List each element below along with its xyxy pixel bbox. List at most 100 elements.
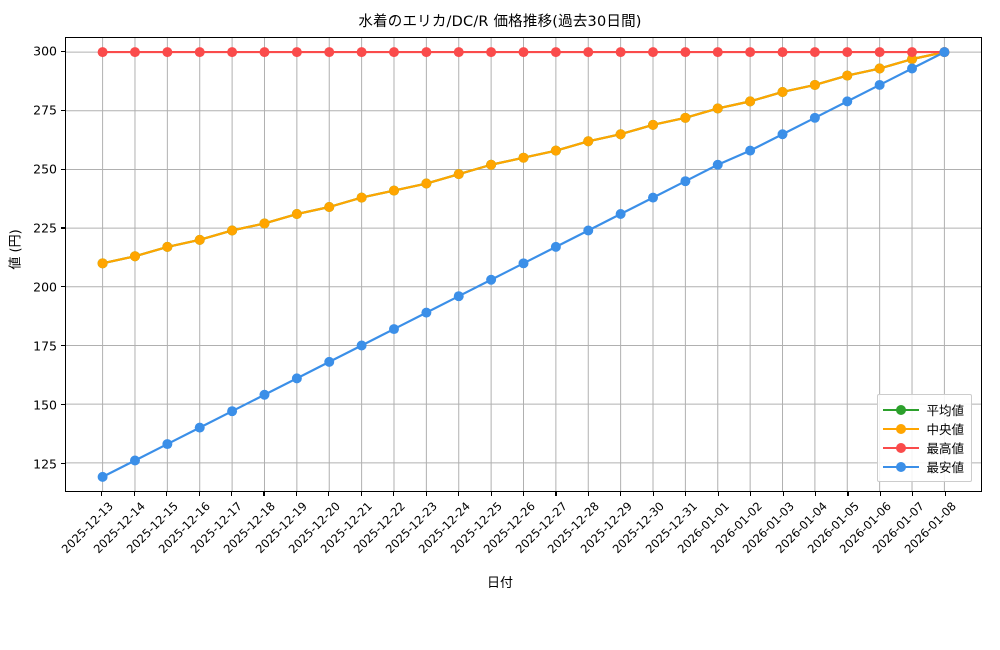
series-marker-1	[324, 202, 335, 212]
legend-label: 最高値	[926, 441, 964, 456]
chart-figure: 水着のエリカ/DC/R 価格推移(過去30日間) 値 (円) 日付 125 150…	[8, 14, 982, 591]
x-tick-mark	[620, 492, 622, 496]
series-marker-2	[518, 47, 529, 58]
x-tick-mark	[750, 492, 752, 496]
legend-swatch-icon	[883, 403, 920, 417]
y-tick-label: 150	[33, 397, 57, 413]
y-tick-mark	[61, 286, 65, 288]
x-tick-mark	[425, 492, 427, 496]
series-marker-1	[227, 225, 238, 236]
series-marker-2	[907, 47, 918, 58]
series-marker-3	[648, 192, 658, 203]
series-marker-2	[486, 47, 497, 58]
series-marker-1	[486, 159, 497, 170]
chart-legend[interactable]: 平均値中央値最高値 最安値	[877, 394, 972, 482]
y-tick-mark	[61, 109, 65, 111]
series-marker-2	[97, 47, 108, 58]
y-tick-mark	[61, 168, 65, 170]
legend-swatch-icon	[883, 422, 920, 436]
series-marker-1	[550, 145, 561, 156]
series-marker-3	[842, 96, 853, 107]
y-tick-label: 125	[33, 456, 57, 472]
series-marker-1	[842, 70, 853, 81]
series-marker-3	[324, 356, 335, 367]
y-tick-label: 250	[33, 161, 57, 177]
series-marker-2	[615, 47, 626, 58]
series-marker-3	[259, 389, 270, 400]
plot-area: 平均値中央値最高値 最安値	[65, 37, 982, 492]
legend-label: 中央値	[926, 422, 964, 437]
series-marker-2	[194, 47, 205, 58]
x-tick-mark	[944, 492, 946, 496]
series-marker-1	[356, 192, 367, 203]
series-marker-2	[389, 47, 399, 58]
series-marker-1	[518, 152, 529, 163]
x-tick-mark	[328, 492, 330, 496]
series-marker-1	[194, 234, 205, 245]
series-marker-3	[129, 455, 140, 466]
x-tick-mark	[166, 492, 168, 496]
series-marker-2	[550, 47, 561, 58]
series-marker-1	[745, 96, 756, 107]
series-marker-2	[162, 47, 173, 58]
x-tick-mark	[263, 492, 265, 496]
series-marker-1	[583, 136, 594, 147]
legend-item-2[interactable]: 最高値	[883, 438, 964, 457]
y-tick-mark	[61, 404, 65, 406]
legend-swatch-icon	[883, 460, 920, 474]
series-marker-1	[97, 258, 108, 269]
x-tick-mark	[717, 492, 719, 496]
series-marker-3	[97, 471, 108, 482]
series-marker-1	[680, 112, 691, 123]
legend-item-3[interactable]: 最安値	[883, 457, 964, 476]
series-marker-2	[874, 47, 885, 58]
legend-item-0[interactable]: 平均値	[883, 400, 964, 419]
series-marker-3	[227, 406, 238, 417]
x-tick-mark	[523, 492, 525, 496]
series-marker-3	[712, 159, 723, 170]
x-tick-mark	[490, 492, 492, 496]
series-marker-2	[680, 47, 691, 58]
legend-swatch-icon	[883, 441, 920, 455]
series-marker-2	[421, 47, 432, 58]
series-marker-3	[194, 422, 205, 433]
x-tick-mark	[101, 492, 103, 496]
chart-title: 水着のエリカ/DC/R 価格推移(過去30日間)	[358, 14, 642, 30]
x-tick-mark	[879, 492, 882, 496]
series-marker-1	[712, 103, 723, 114]
y-tick-label: 300	[33, 43, 57, 59]
legend-item-1[interactable]: 中央値	[883, 419, 964, 438]
series-marker-2	[356, 47, 367, 58]
x-tick-mark	[815, 492, 817, 496]
plot-svg	[66, 38, 981, 491]
x-tick-mark	[458, 492, 460, 496]
series-marker-1	[615, 129, 626, 140]
y-tick-label: 200	[33, 279, 57, 295]
y-tick-label: 275	[33, 102, 57, 118]
series-marker-3	[777, 129, 788, 140]
x-tick-mark	[295, 492, 297, 496]
y-tick-mark	[61, 345, 65, 347]
series-marker-3	[745, 145, 756, 156]
y-tick-mark	[61, 50, 65, 52]
series-marker-3	[453, 291, 464, 302]
y-tick-mark	[61, 227, 65, 229]
x-tick-mark	[230, 492, 233, 496]
x-tick-mark	[393, 492, 395, 496]
series-marker-2	[291, 47, 302, 58]
series-marker-1	[129, 251, 140, 262]
y-tick-mark	[61, 463, 65, 465]
x-tick-mark	[360, 492, 362, 496]
x-tick-mark	[555, 492, 557, 496]
x-tick-mark	[685, 492, 687, 496]
series-marker-3	[907, 63, 918, 74]
y-tick-label: 175	[33, 338, 57, 354]
series-marker-3	[809, 112, 820, 123]
series-marker-3	[550, 241, 561, 252]
series-marker-2	[129, 47, 140, 58]
series-marker-2	[259, 47, 270, 58]
series-marker-3	[162, 439, 173, 450]
series-marker-3	[486, 274, 497, 285]
series-marker-3	[518, 258, 529, 269]
x-axis-label: 日付	[486, 576, 513, 591]
